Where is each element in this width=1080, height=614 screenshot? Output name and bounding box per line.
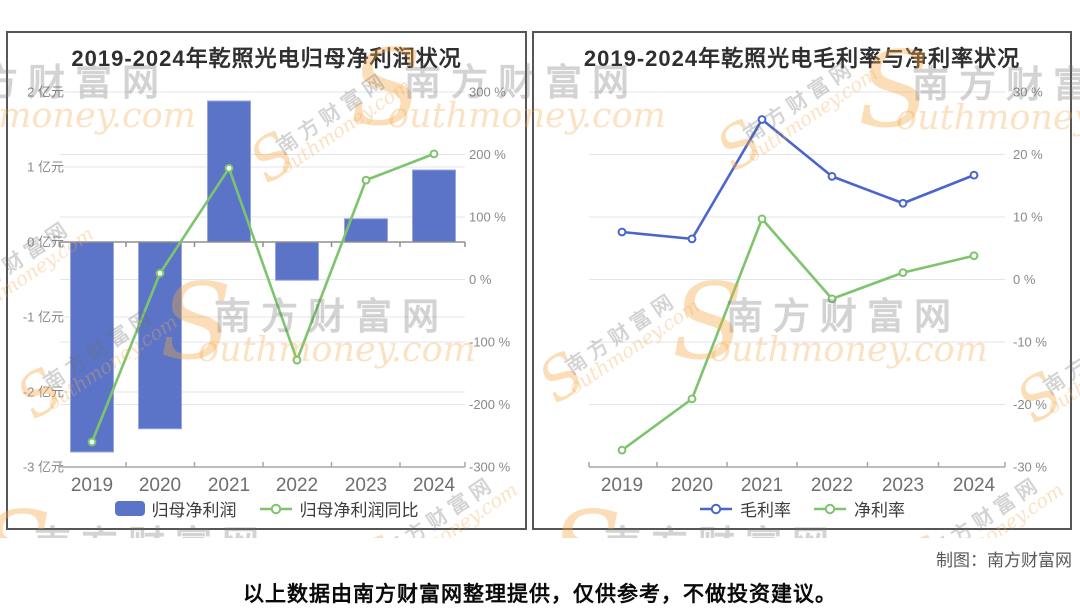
x-category-label: 2019 bbox=[601, 475, 643, 493]
legend-item-归母净利润: 归母净利润 bbox=[114, 496, 237, 521]
legend-line-marker-icon bbox=[814, 503, 846, 514]
point-毛利率-2023 bbox=[898, 198, 908, 208]
point-净利率-2019 bbox=[617, 445, 627, 455]
margin-chart-plot: 30 % 20 % 10 % 0 % -10 % -20 % -30 % 2019 2020 20… bbox=[588, 85, 1047, 493]
point-毛利率-2020 bbox=[687, 234, 697, 244]
point-毛利率-2024 bbox=[969, 170, 979, 180]
right_axis-tick-label: 100 % bbox=[469, 210, 506, 225]
margin-chart-legend: 毛利率 净利率 bbox=[534, 496, 1070, 521]
bar-2019 bbox=[70, 241, 114, 453]
right_axis-tick-label: -200 % bbox=[469, 397, 511, 412]
chart-credit: 制图：南方财富网 bbox=[936, 551, 1072, 570]
legend-item-归母净利润同比: 归母净利润同比 bbox=[259, 496, 419, 521]
point-归母净利润同比-2023 bbox=[361, 175, 371, 185]
right_axis-tick-label: 200 % bbox=[469, 147, 506, 162]
x-category-label: 2022 bbox=[811, 475, 853, 493]
bar-2022 bbox=[275, 241, 319, 281]
right_axis-tick-label: 10 % bbox=[1013, 210, 1043, 225]
point-归母净利润同比-2020 bbox=[155, 268, 165, 278]
x-category-label: 2020 bbox=[139, 475, 181, 493]
left_axis-tick-label: -3 亿元 bbox=[23, 460, 64, 475]
x-category-label: 2023 bbox=[345, 475, 387, 493]
left_axis-tick-label: 0 亿元 bbox=[27, 235, 64, 250]
left_axis-tick-label: -1 亿元 bbox=[23, 310, 64, 325]
right_axis-tick-label: -20 % bbox=[1013, 397, 1047, 412]
line-毛利率 bbox=[621, 118, 975, 241]
right_axis-tick-label: -300 % bbox=[469, 460, 511, 475]
right_axis-tick-label: -10 % bbox=[1013, 335, 1047, 350]
net-profit-chart-legend: 归母净利润 归母净利润同比 bbox=[8, 496, 525, 521]
x-category-label: 2021 bbox=[741, 475, 783, 493]
margin-chart-title: 2019-2024年乾照光电毛利率与净利率状况 bbox=[583, 46, 1021, 71]
point-归母净利润同比-2022 bbox=[292, 355, 302, 365]
x-category-label: 2024 bbox=[953, 475, 996, 493]
point-毛利率-2022 bbox=[827, 171, 837, 181]
legend-item-净利率: 净利率 bbox=[813, 496, 905, 521]
point-净利率-2023 bbox=[898, 268, 908, 278]
left_axis-tick-label: 2 亿元 bbox=[27, 85, 64, 100]
legend-label: 毛利率 bbox=[740, 501, 791, 520]
point-净利率-2021 bbox=[757, 214, 767, 224]
x-category-label: 2020 bbox=[671, 475, 713, 493]
net-profit-chart-plot: 2 亿元 1 亿元 0 亿元 -1 亿元 -2 亿元 -3 亿元 300 % 200 % 100… bbox=[23, 85, 511, 494]
right_axis-tick-label: -30 % bbox=[1013, 460, 1047, 475]
right_axis-tick-label: 0 % bbox=[1013, 272, 1036, 287]
legend-label: 净利率 bbox=[854, 501, 905, 520]
point-净利率-2022 bbox=[827, 294, 837, 304]
line-归母净利润同比 bbox=[90, 152, 435, 443]
right_axis-tick-label: 0 % bbox=[469, 272, 492, 287]
right_axis-tick-label: -100 % bbox=[469, 335, 511, 350]
legend-item-毛利率: 毛利率 bbox=[699, 496, 791, 521]
right_axis-tick-label: 30 % bbox=[1013, 85, 1043, 100]
legend-bar-swatch-icon bbox=[114, 501, 145, 516]
margin-chart-panel: 2019-2024年乾照光电毛利率与净利率状况 30 % 20 % 10 % 0 % -… bbox=[532, 31, 1072, 530]
right_axis-tick-label: 20 % bbox=[1013, 147, 1043, 162]
net-profit-chart-title: 2019-2024年乾照光电归母净利润状况 bbox=[71, 46, 462, 71]
x-category-label: 2023 bbox=[882, 475, 924, 493]
point-毛利率-2021 bbox=[757, 115, 767, 124]
left_axis-tick-label: -2 亿元 bbox=[23, 385, 64, 400]
net-profit-chart-panel: 2019-2024年乾照光电归母净利润状况 2 亿元 1 亿元 0 亿元 -1 亿元 -… bbox=[6, 31, 527, 530]
point-净利率-2020 bbox=[687, 394, 697, 404]
point-净利率-2024 bbox=[969, 251, 979, 261]
legend-label: 归母净利润同比 bbox=[299, 501, 419, 520]
x-category-label: 2022 bbox=[276, 475, 318, 493]
point-毛利率-2019 bbox=[617, 227, 627, 237]
point-归母净利润同比-2024 bbox=[429, 149, 439, 159]
x-category-label: 2019 bbox=[71, 475, 113, 493]
legend-label: 归母净利润 bbox=[151, 501, 237, 520]
right_axis-tick-label: 300 % bbox=[469, 85, 506, 100]
line-净利率 bbox=[621, 217, 975, 452]
bar-2024 bbox=[412, 169, 456, 243]
left_axis-tick-label: 1 亿元 bbox=[27, 160, 64, 175]
x-category-label: 2021 bbox=[208, 475, 250, 493]
point-归母净利润同比-2021 bbox=[224, 163, 234, 173]
legend-line-marker-icon bbox=[259, 503, 292, 514]
disclaimer-text: 以上数据由南方财富网整理提供，仅供参考，不做投资建议。 bbox=[243, 583, 837, 606]
point-归母净利润同比-2019 bbox=[87, 437, 97, 447]
legend-line-marker-icon bbox=[700, 503, 732, 514]
x-category-label: 2024 bbox=[413, 475, 456, 493]
